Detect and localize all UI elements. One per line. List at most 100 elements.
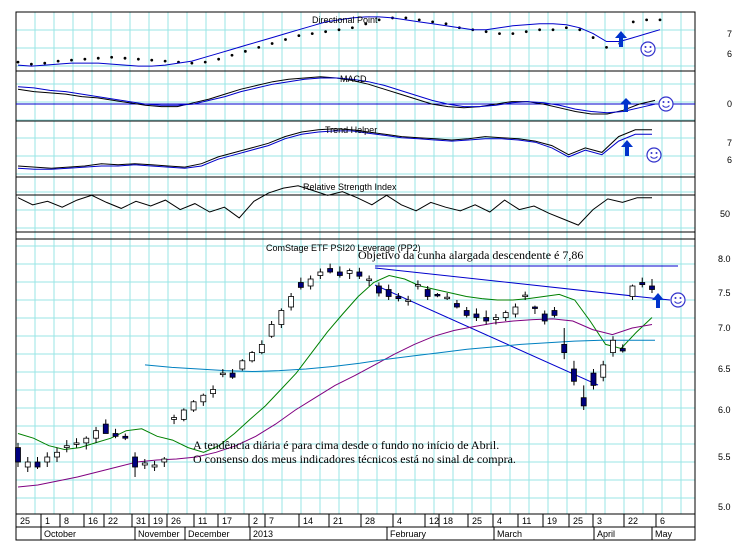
x-day-label: 19 <box>153 516 163 526</box>
x-day-label: 11 <box>198 516 207 526</box>
psar-dot <box>230 53 234 57</box>
candle-body <box>34 461 41 468</box>
candle-body <box>483 317 490 322</box>
candle-body <box>405 299 412 302</box>
smiley-icon <box>646 147 662 163</box>
candle-body <box>415 284 421 287</box>
candle-body <box>190 401 197 411</box>
candle-body <box>249 352 255 362</box>
x-day-label: 8 <box>64 516 69 526</box>
candle-body <box>151 464 158 468</box>
psar-dot <box>203 60 207 64</box>
candle-body <box>512 306 519 315</box>
x-day-label: 25 <box>573 516 583 526</box>
candle-body <box>141 462 148 466</box>
price-tick: 7.0 <box>718 323 731 333</box>
smiley-icon <box>640 41 656 57</box>
macd-line <box>17 77 656 114</box>
psar-dot <box>605 45 608 49</box>
x-day-label: 4 <box>397 516 402 526</box>
x-day-label: 25 <box>20 516 30 526</box>
candle <box>122 433 129 441</box>
candle-body <box>502 312 509 318</box>
candle <box>229 369 236 379</box>
trend-line <box>17 130 652 170</box>
x-day-label: 18 <box>443 516 453 526</box>
psar-dot <box>350 26 354 30</box>
x-month-label: March <box>497 529 522 539</box>
x-month-label: May <box>655 529 673 539</box>
candle-body <box>385 289 392 297</box>
rsi-line <box>17 185 652 226</box>
candle <box>434 293 441 298</box>
psar-tick: 7 <box>727 29 732 39</box>
x-month-label: February <box>390 529 427 539</box>
candle-body <box>307 278 314 287</box>
psar-dot <box>217 57 221 61</box>
candle <box>522 291 529 300</box>
candle <box>532 305 538 314</box>
candle <box>541 310 548 325</box>
psar-dot <box>43 61 47 65</box>
candle <box>239 359 246 371</box>
x-day-label: 14 <box>303 516 313 526</box>
candle-body <box>444 296 451 300</box>
wedge-upper-line <box>374 267 671 301</box>
candle <box>93 426 99 443</box>
candle <box>161 457 168 467</box>
candle <box>73 438 80 448</box>
x-day-label: 16 <box>88 516 98 526</box>
candle-body <box>454 303 460 308</box>
candle <box>385 284 392 300</box>
price-tick: 6.5 <box>718 364 731 374</box>
x-day-label: 3 <box>597 516 602 526</box>
trend-line <box>17 128 652 169</box>
candle-body <box>239 360 246 370</box>
candle <box>288 293 295 311</box>
arrow-up-icon <box>620 98 632 112</box>
candle <box>356 267 363 279</box>
psar-dot <box>364 22 368 26</box>
candle-body <box>278 310 285 325</box>
smiley-icon <box>670 292 686 308</box>
candle-body <box>132 456 138 468</box>
candle <box>639 277 646 288</box>
wedge-lower-line <box>374 284 599 386</box>
candle-body <box>649 285 655 290</box>
psar-dot <box>163 59 167 63</box>
x-day-label: 11 <box>522 516 531 526</box>
candle-body <box>590 372 597 386</box>
trend-title: Trend Helper <box>325 125 377 135</box>
candle-body <box>551 310 558 316</box>
candle-body <box>424 289 431 297</box>
candle-body <box>395 296 402 299</box>
psar-line <box>17 16 661 67</box>
candle-body <box>610 339 616 353</box>
candle <box>190 400 197 412</box>
x-day-label: 12 <box>429 516 439 526</box>
trend-ma-line <box>144 339 655 373</box>
x-day-label: 31 <box>136 516 146 526</box>
rsi-title: Relative Strength Index <box>303 182 397 192</box>
psar-dot <box>404 16 408 20</box>
candle-body <box>288 296 295 308</box>
psar-dot <box>645 18 649 22</box>
grid <box>15 11 695 514</box>
psar-dot <box>324 30 328 34</box>
candle <box>171 414 177 425</box>
candle-body <box>463 310 470 316</box>
x-day-label: 2 <box>253 516 258 526</box>
psar-dot <box>591 36 595 39</box>
candle <box>483 310 490 325</box>
candle <box>180 408 187 422</box>
candle-body <box>73 442 80 445</box>
candle-body <box>93 430 99 439</box>
candle-body <box>122 435 129 439</box>
x-month-label: November <box>138 529 180 539</box>
candle <box>15 442 21 467</box>
candle <box>151 461 158 471</box>
psar-dot <box>29 62 33 66</box>
candle-body <box>493 317 499 320</box>
candle-body <box>619 348 626 352</box>
